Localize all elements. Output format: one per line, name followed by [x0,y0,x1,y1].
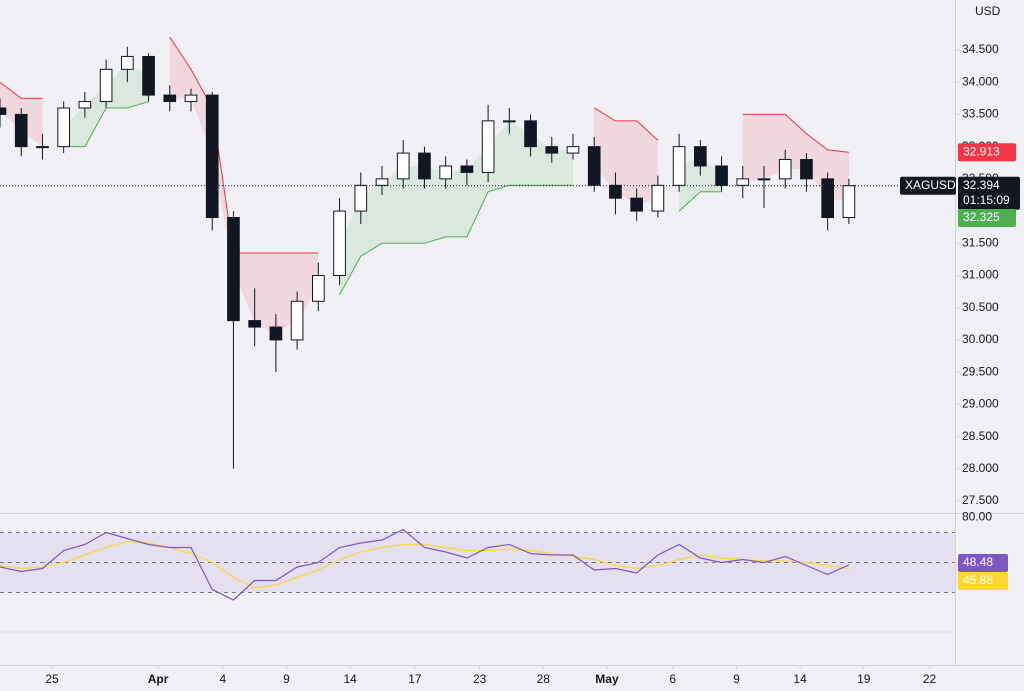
countdown-tag-box [958,191,1020,210]
x-tick-label: 14 [343,672,357,686]
candle-body [481,120,495,173]
x-tick-label: Apr [148,672,169,686]
countdown-tag-text: 01:15:09 [963,193,1010,207]
candle-body [609,184,622,199]
candle-body [290,300,304,341]
candle-body [715,165,728,186]
candle-body [163,94,177,103]
candle-body [672,146,686,186]
candle-body [248,320,262,328]
y-tick-label: 33.500 [962,107,999,121]
candle-body [736,178,750,186]
upper-band-tag-text: 32.913 [963,144,1000,158]
x-tick-label: 23 [473,672,487,686]
countdown-tag: 01:15:09 [958,191,1020,210]
y-tick-label: 30.000 [962,332,999,346]
x-tick-label: 19 [857,672,871,686]
rsi-tick-label: 80.00 [962,510,992,524]
rsi-ma-tag-box [958,572,1008,590]
x-tick-label: 25 [45,672,59,686]
candle-body [587,146,601,186]
candle-body [651,184,665,212]
candle-body [142,55,155,96]
last-price-tag: 32.394 [958,176,1020,195]
candle-body [205,94,219,219]
rsi-ma-tag-text: 45.88 [963,573,993,587]
candle-body [184,94,198,103]
y-tick-label: 31.000 [962,268,999,282]
candle-body [57,107,71,148]
candle-body [418,152,431,180]
rsi-tag-text: 48.48 [963,555,993,569]
candle-body [502,120,516,123]
upper-band-tag-box [958,143,1016,162]
x-tick-label: 9 [733,672,740,686]
x-tick-label: 9 [283,672,290,686]
rsi-ma-tag: 45.88 [958,572,1008,590]
y-tick-label: 28.000 [962,461,999,475]
y-tick-label: 34.500 [962,42,999,56]
y-tick-label: 29.000 [962,397,999,411]
symbol-tag: XAGUSD [900,176,956,195]
x-tick-label: 28 [537,672,551,686]
trend-fill [594,107,658,205]
x-tick-label: 14 [793,672,807,686]
marker-price-tag-box [958,209,1016,227]
candle-body [821,178,835,219]
candle-body [778,159,792,180]
y-tick-label: 27.500 [962,493,999,507]
candle-body [396,152,410,180]
last-price-tag-box [958,176,1020,195]
x-tick-label: May [595,672,619,686]
candle-body [78,101,92,109]
candle-body [14,113,28,148]
candle-body [800,159,813,180]
candle-body [375,178,389,186]
rsi-tag: 48.48 [958,554,1008,572]
y-tick-label: 28.500 [962,429,999,443]
candle-body [120,55,134,70]
candle-body [693,146,707,167]
y-tick-label: 30.500 [962,300,999,314]
candle-body [757,178,771,181]
candle-body [566,146,580,154]
candle-body [269,326,283,341]
x-tick-label: 17 [408,672,422,686]
candle-body [333,210,346,277]
currency-label: USD [975,4,1001,18]
upper-band-line [0,36,849,254]
rsi-line [0,528,850,601]
marker-price-tag-text: 32.325 [963,210,1000,224]
rsi-tag-box [958,554,1008,572]
candle-body [0,107,7,115]
symbol-tag-text: XAGUSD [905,178,956,192]
candle-body [99,68,113,103]
candle-body [842,185,856,219]
y-tick-label: 29.500 [962,364,999,378]
candle-body [354,184,368,212]
x-tick-label: 22 [923,672,937,686]
symbol-tag-box [900,176,956,195]
candle-body [630,197,644,212]
trend-fill [339,120,573,295]
candle-body [311,275,325,302]
candle-body [439,165,453,180]
y-tick-label: 34.000 [962,74,999,88]
candle-body [227,217,240,322]
y-tick-label: 31.500 [962,235,999,249]
candle-body [545,146,559,154]
candle-body [524,120,537,148]
x-tick-label: 6 [669,672,676,686]
last-price-tag-text: 32.394 [963,178,1000,192]
marker-price-tag: 32.325 [958,209,1016,227]
candle-body [460,165,474,173]
candle-body [36,146,49,149]
upper-band-tag: 32.913 [958,143,1016,162]
x-tick-label: 4 [219,672,226,686]
trend-fill [679,156,722,212]
